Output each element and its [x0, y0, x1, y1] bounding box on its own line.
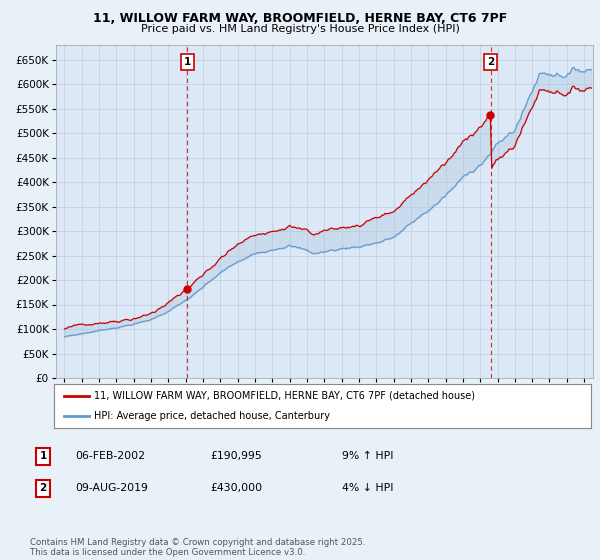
- Text: 2: 2: [40, 483, 47, 493]
- Text: 1: 1: [40, 451, 47, 461]
- Text: 1: 1: [184, 57, 191, 67]
- Text: 06-FEB-2002: 06-FEB-2002: [75, 451, 145, 461]
- Text: 4% ↓ HPI: 4% ↓ HPI: [342, 483, 394, 493]
- Text: £190,995: £190,995: [210, 451, 262, 461]
- Text: Contains HM Land Registry data © Crown copyright and database right 2025.
This d: Contains HM Land Registry data © Crown c…: [30, 538, 365, 557]
- Text: £430,000: £430,000: [210, 483, 262, 493]
- Text: 11, WILLOW FARM WAY, BROOMFIELD, HERNE BAY, CT6 7PF (detached house): 11, WILLOW FARM WAY, BROOMFIELD, HERNE B…: [94, 391, 475, 401]
- Text: 9% ↑ HPI: 9% ↑ HPI: [342, 451, 394, 461]
- Text: 09-AUG-2019: 09-AUG-2019: [75, 483, 148, 493]
- Text: 11, WILLOW FARM WAY, BROOMFIELD, HERNE BAY, CT6 7PF: 11, WILLOW FARM WAY, BROOMFIELD, HERNE B…: [93, 12, 507, 25]
- Text: Price paid vs. HM Land Registry's House Price Index (HPI): Price paid vs. HM Land Registry's House …: [140, 24, 460, 34]
- Text: 2: 2: [487, 57, 494, 67]
- Text: HPI: Average price, detached house, Canterbury: HPI: Average price, detached house, Cant…: [94, 411, 330, 421]
